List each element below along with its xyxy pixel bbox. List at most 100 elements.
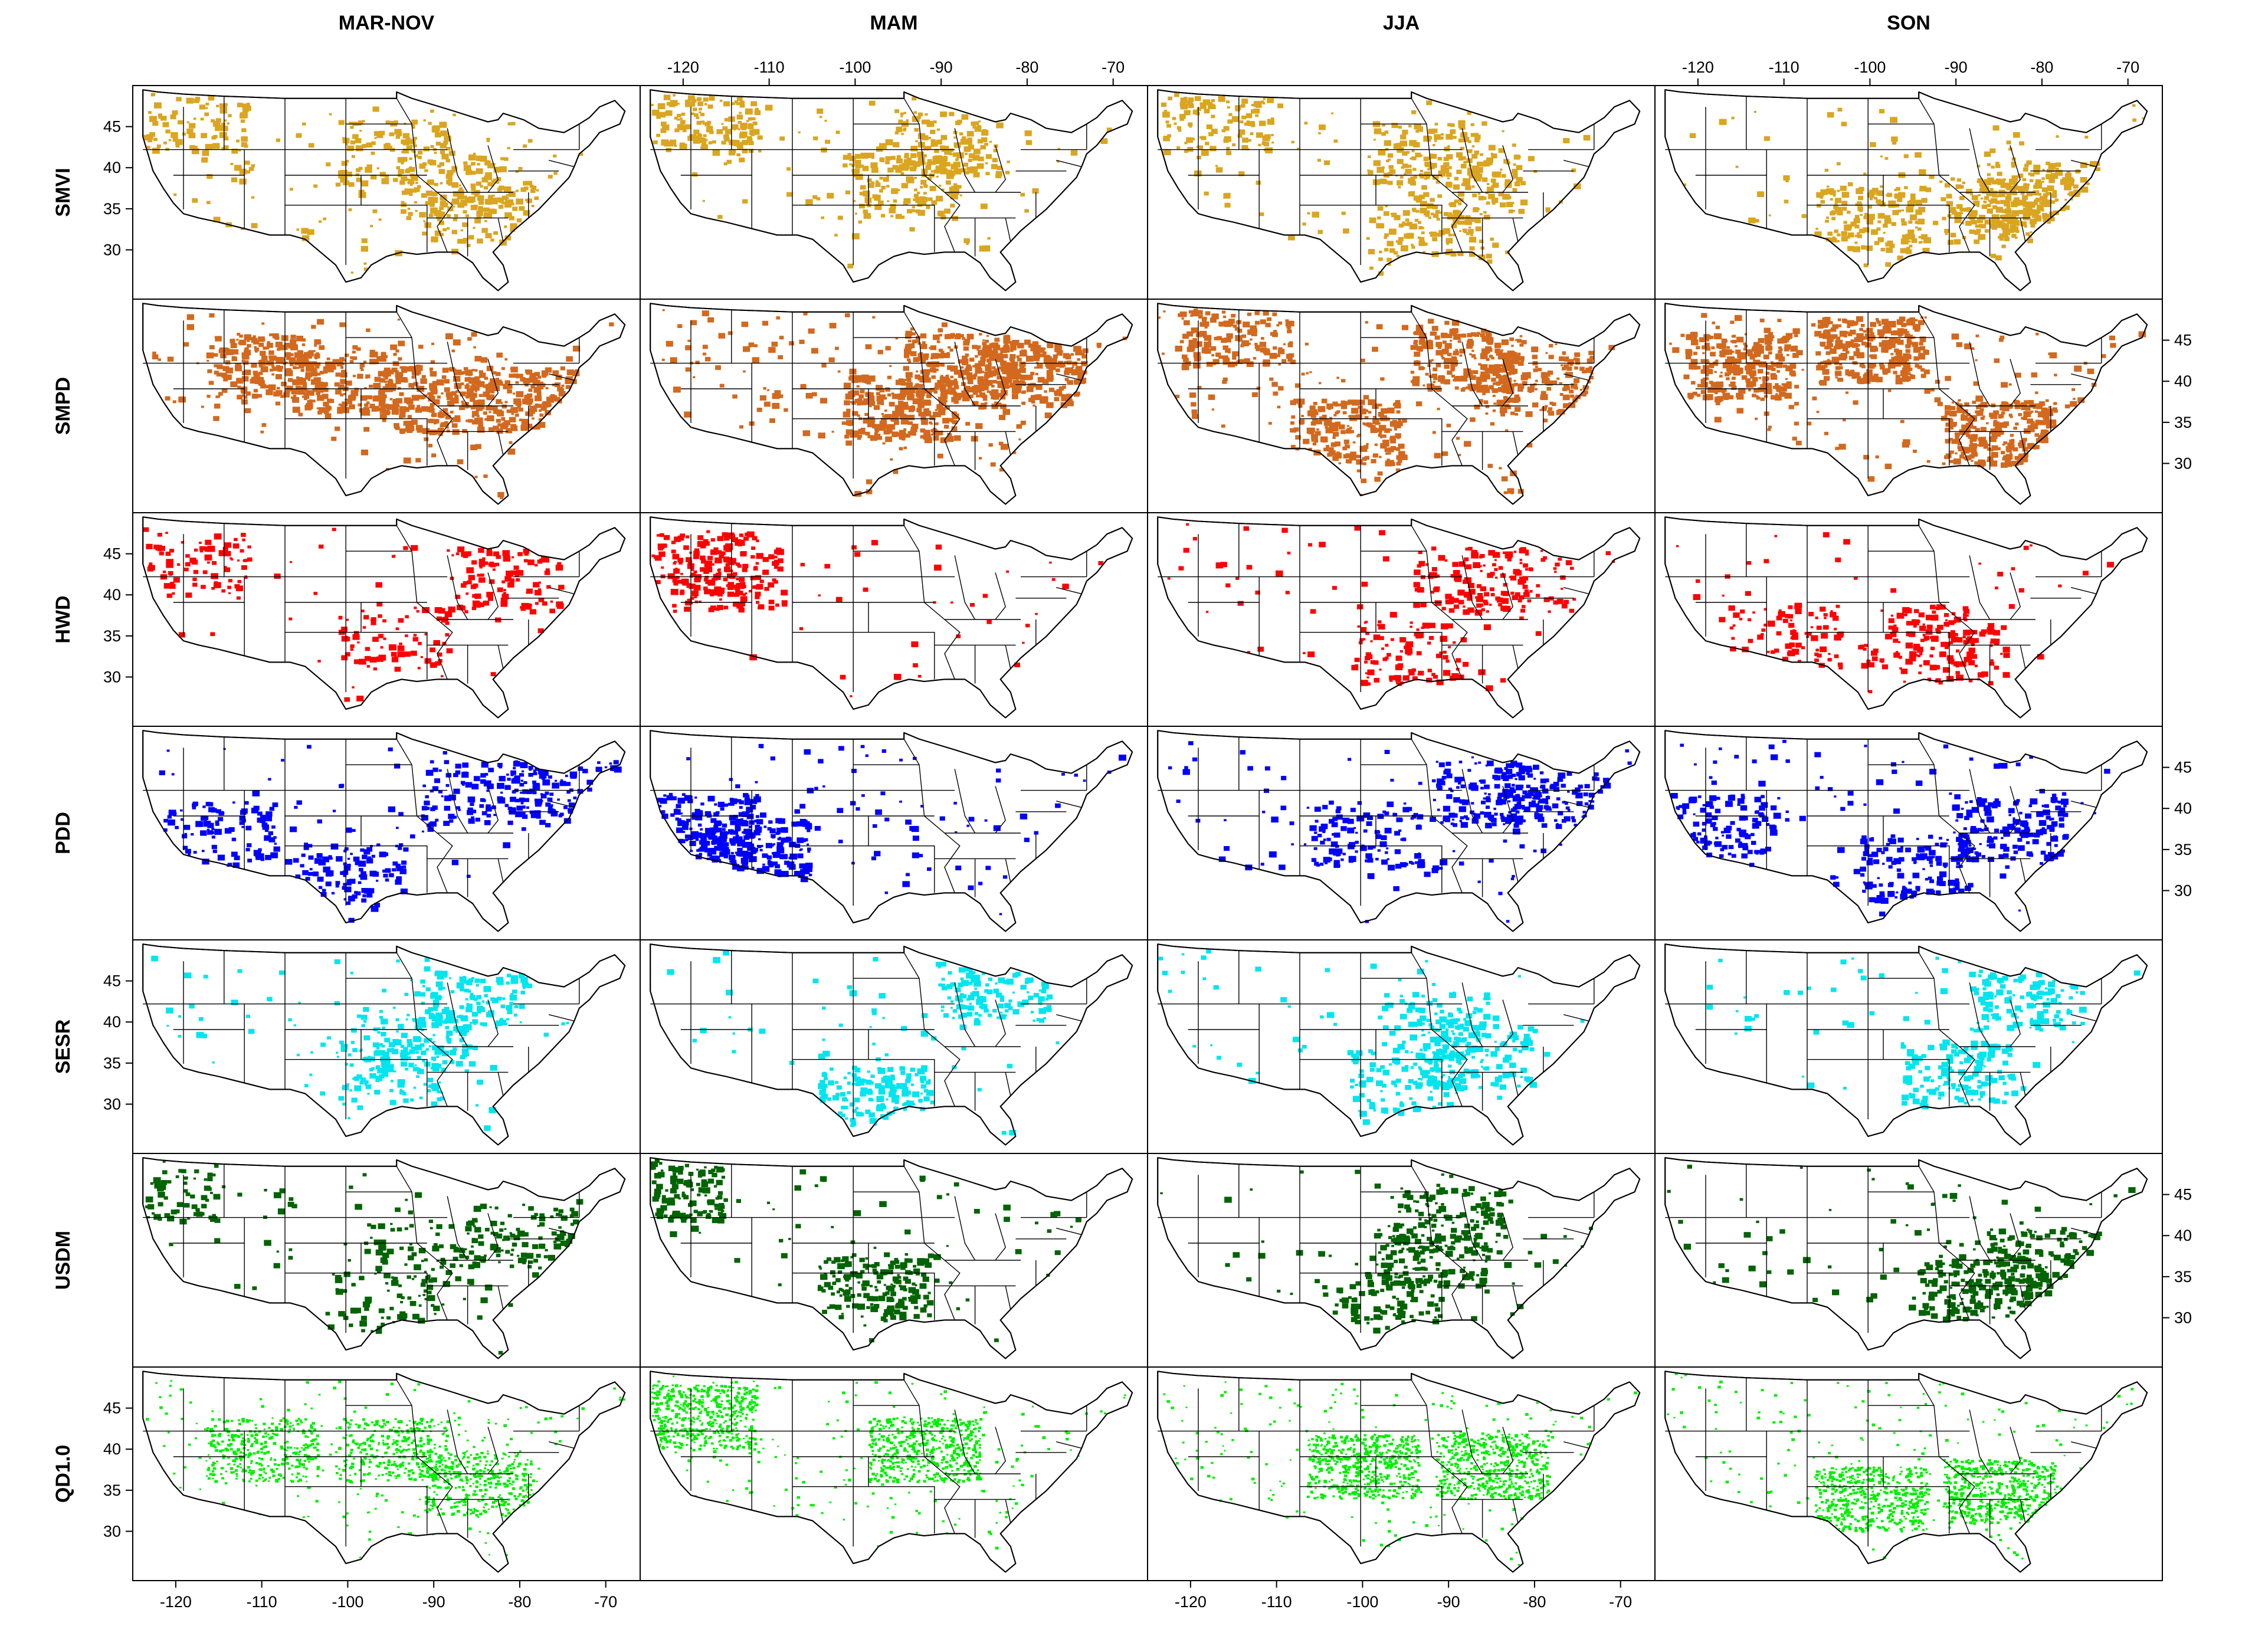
lon-tick-label: -80 bbox=[1015, 58, 1038, 76]
state-boundaries bbox=[1158, 310, 1595, 479]
map-panel bbox=[640, 85, 1148, 300]
state-boundaries bbox=[1665, 1378, 2102, 1547]
map-panel bbox=[1654, 726, 2163, 940]
row-title: SMPD bbox=[52, 377, 74, 435]
row-title: QD1.0 bbox=[52, 1445, 74, 1503]
us-border bbox=[650, 89, 1133, 291]
lon-tick-label: -80 bbox=[1523, 1593, 1546, 1611]
us-border bbox=[650, 516, 1133, 719]
state-boundaries bbox=[1665, 310, 2102, 479]
us-border bbox=[1157, 89, 1641, 291]
drought-area bbox=[1706, 956, 2141, 1110]
row-title: USDM bbox=[52, 1231, 74, 1290]
lat-tick-label: 35 bbox=[103, 200, 121, 218]
us-border bbox=[1664, 730, 2148, 932]
lat-tick-label: 45 bbox=[103, 545, 121, 563]
lat-tick-label: 45 bbox=[2174, 332, 2192, 349]
column-title: MAM bbox=[870, 12, 917, 34]
state-boundaries bbox=[650, 1378, 1087, 1547]
lon-tick-label: -100 bbox=[839, 58, 871, 76]
lon-tick-label: -70 bbox=[1609, 1593, 1632, 1611]
map-panel bbox=[640, 1153, 1148, 1368]
us-border bbox=[650, 303, 1133, 505]
state-boundaries bbox=[143, 737, 580, 906]
lon-tick-label: -120 bbox=[1682, 58, 1714, 76]
lat-tick-label: 35 bbox=[103, 627, 121, 645]
drought-area bbox=[1667, 1372, 2134, 1560]
state-boundaries bbox=[1158, 737, 1595, 906]
map-panel bbox=[640, 512, 1148, 727]
drought-area bbox=[1163, 1381, 1637, 1566]
map-panel bbox=[132, 939, 641, 1154]
lat-tick-label: 30 bbox=[2174, 454, 2192, 472]
lon-tick-label: -110 bbox=[754, 58, 785, 76]
us-border bbox=[142, 943, 626, 1146]
us-border bbox=[1157, 1157, 1641, 1359]
state-boundaries bbox=[143, 1164, 580, 1333]
state-boundaries bbox=[1665, 1164, 2102, 1333]
drought-area bbox=[146, 1380, 625, 1558]
us-border bbox=[650, 943, 1133, 1146]
lon-tick-label: -90 bbox=[422, 1593, 445, 1611]
state-boundaries bbox=[650, 523, 1087, 693]
map-panel bbox=[640, 299, 1148, 513]
row-title: SESR bbox=[52, 1020, 74, 1074]
lon-tick-label: -90 bbox=[1945, 58, 1968, 76]
drought-area bbox=[1168, 741, 1632, 923]
us-border bbox=[1664, 89, 2148, 291]
drought-area bbox=[651, 530, 1104, 697]
map-panel bbox=[1147, 299, 1656, 513]
us-border bbox=[142, 516, 626, 719]
lon-tick-label: -80 bbox=[2030, 58, 2053, 76]
drought-area bbox=[1676, 532, 2114, 693]
map-panel bbox=[1654, 1153, 2163, 1368]
map-panel bbox=[1147, 1366, 1656, 1581]
map-panel bbox=[1147, 939, 1656, 1154]
state-boundaries bbox=[1665, 737, 2102, 906]
state-boundaries bbox=[1665, 523, 2102, 693]
row-title: HWD bbox=[52, 595, 74, 643]
column-title: SON bbox=[1887, 12, 1930, 34]
lat-tick-label: 35 bbox=[2174, 1268, 2192, 1286]
lat-tick-label: 45 bbox=[103, 1399, 121, 1417]
map-panel bbox=[1147, 512, 1656, 727]
us-border bbox=[1664, 303, 2148, 505]
lat-tick-label: 30 bbox=[103, 241, 121, 258]
us-border bbox=[1157, 730, 1641, 932]
map-panel bbox=[132, 726, 641, 940]
map-panel bbox=[132, 85, 641, 300]
state-boundaries bbox=[650, 96, 1087, 266]
lon-tick-label: -120 bbox=[160, 1593, 192, 1611]
lon-tick-label: -90 bbox=[1437, 1593, 1460, 1611]
us-border bbox=[1664, 1157, 2148, 1359]
map-panel bbox=[1654, 939, 2163, 1154]
lat-tick-label: 45 bbox=[2174, 759, 2192, 776]
drought-area bbox=[1158, 949, 1585, 1125]
state-boundaries bbox=[650, 310, 1087, 479]
drought-area bbox=[1158, 309, 1615, 496]
lat-tick-label: 30 bbox=[103, 1522, 121, 1540]
map-panel bbox=[1654, 512, 2163, 727]
us-border bbox=[1157, 303, 1641, 505]
drought-area bbox=[1667, 1165, 2136, 1323]
lon-tick-label: -110 bbox=[1769, 58, 1800, 76]
lat-tick-label: 35 bbox=[2174, 841, 2192, 858]
panel-frame bbox=[1654, 1366, 2163, 1581]
lat-tick-label: 40 bbox=[103, 1440, 121, 1458]
us-border bbox=[142, 1157, 626, 1359]
state-boundaries bbox=[1158, 96, 1595, 266]
state-boundaries bbox=[1665, 950, 2102, 1120]
drought-area bbox=[651, 94, 1112, 268]
state-boundaries bbox=[1158, 523, 1595, 693]
map-panel-grid: MAR-NOV MAM JJA SON SMVI SMPD HWD PDD SESR USDM QD… bbox=[52, 12, 2192, 1611]
map-panel bbox=[1147, 85, 1656, 300]
state-boundaries bbox=[143, 310, 580, 479]
state-boundaries bbox=[1158, 950, 1595, 1120]
lat-tick-label: 40 bbox=[2174, 799, 2192, 817]
lat-tick-label: 30 bbox=[2174, 881, 2192, 899]
us-border bbox=[142, 1371, 626, 1573]
map-panel bbox=[1147, 1153, 1656, 1368]
state-boundaries bbox=[650, 950, 1087, 1120]
map-panel bbox=[640, 939, 1148, 1154]
state-boundaries bbox=[143, 96, 580, 266]
